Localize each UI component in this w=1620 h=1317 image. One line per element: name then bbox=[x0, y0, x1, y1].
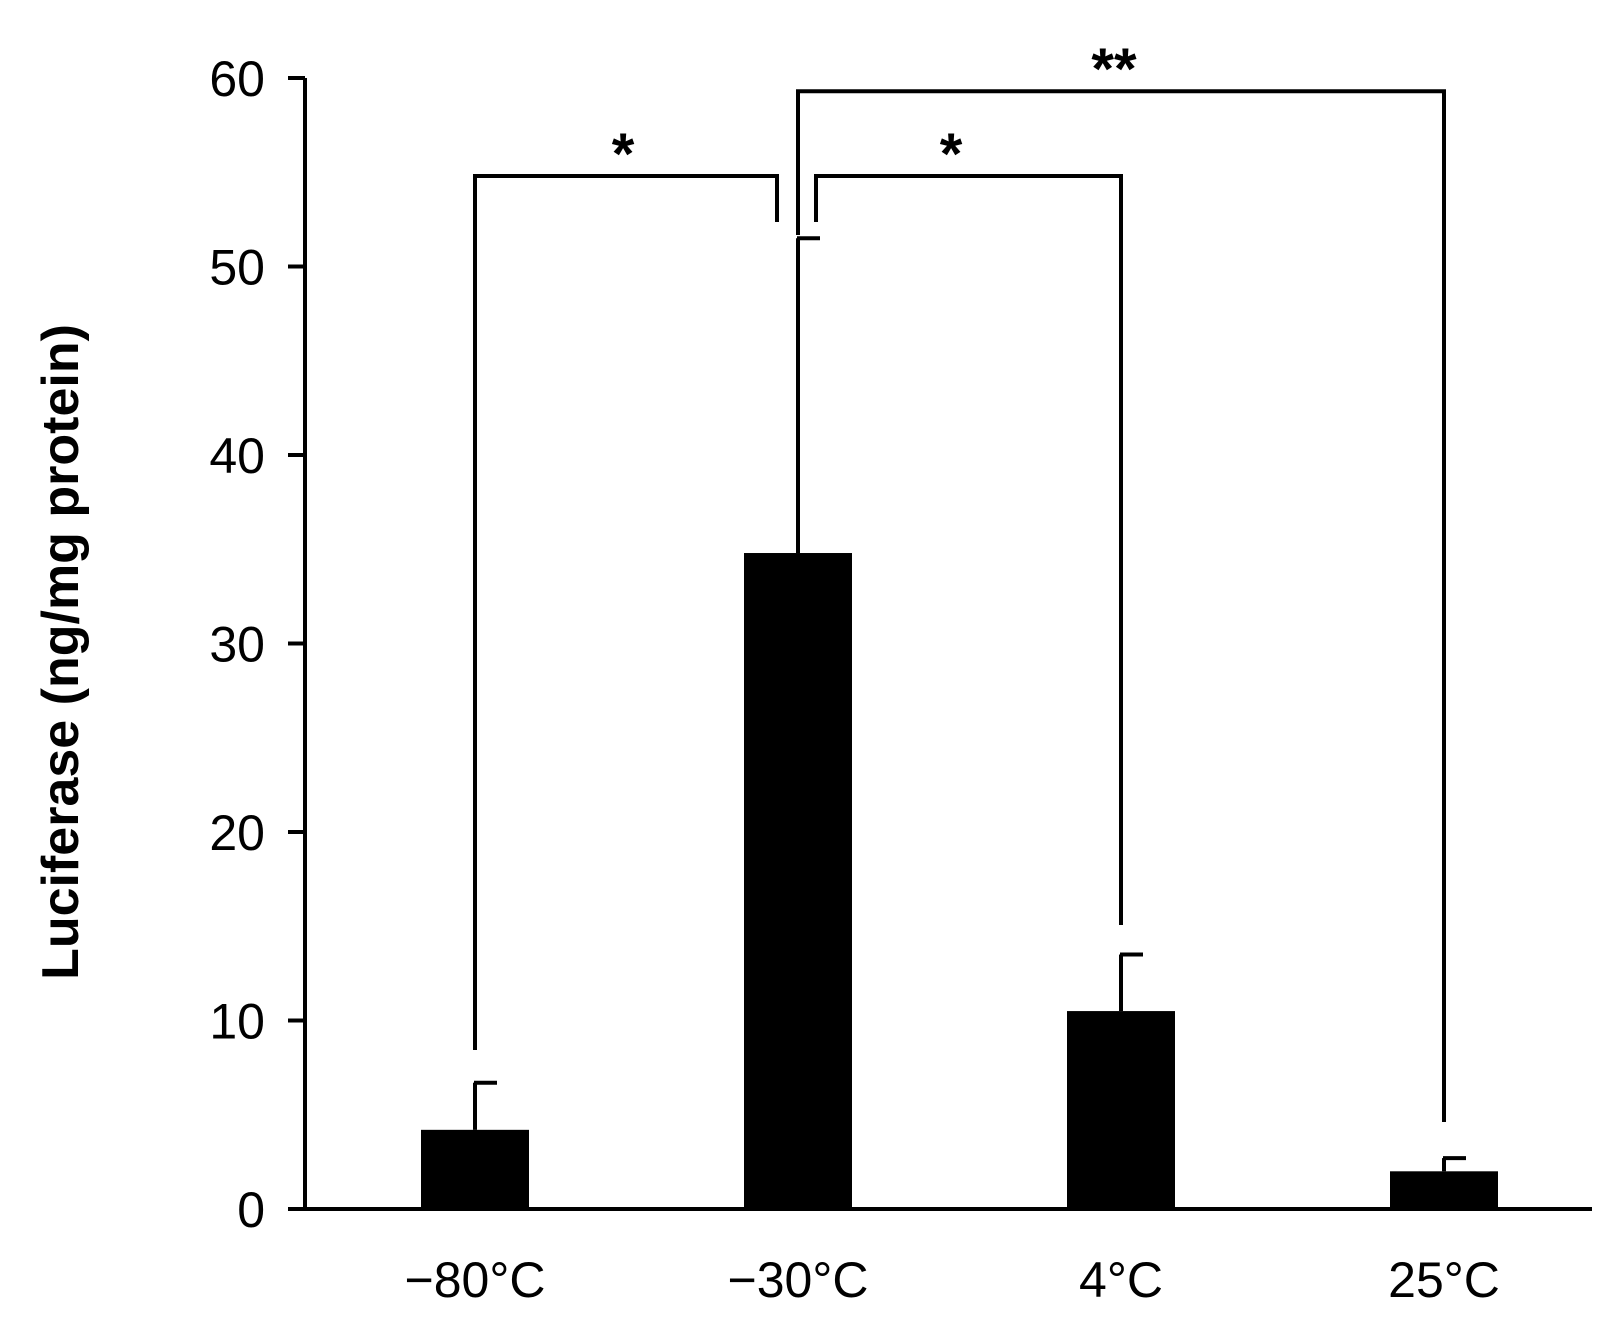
significance-label: * bbox=[612, 122, 635, 187]
x-tick-label: 25°C bbox=[1388, 1252, 1500, 1308]
y-tick-label: 10 bbox=[209, 994, 265, 1050]
bar bbox=[744, 553, 852, 1209]
y-tick-label: 0 bbox=[237, 1182, 265, 1238]
significance-bracket bbox=[814, 174, 1123, 925]
significance-label: ** bbox=[1091, 37, 1137, 102]
bar bbox=[1390, 1171, 1498, 1209]
significance-brackets: * *** bbox=[473, 37, 1446, 1122]
y-axis-title-group: Luciferase (ng/mg protein) bbox=[32, 324, 90, 980]
significance-bracket bbox=[473, 174, 779, 1050]
y-tick-label: 30 bbox=[209, 617, 265, 673]
x-tick-label: 4°C bbox=[1079, 1252, 1163, 1308]
x-tick-label: −80°C bbox=[405, 1252, 546, 1308]
significance-bracket bbox=[796, 89, 1446, 1122]
y-tick-label: 40 bbox=[209, 428, 265, 484]
significance-label: * bbox=[940, 122, 963, 187]
y-axis-ticks: 0 10 20 30 40 50 60 bbox=[209, 51, 305, 1238]
y-tick-label: 20 bbox=[209, 805, 265, 861]
bar bbox=[1067, 1011, 1175, 1209]
y-tick-label: 60 bbox=[209, 51, 265, 107]
bar bbox=[421, 1129, 529, 1209]
error-bars bbox=[473, 236, 1466, 1172]
y-axis-title: Luciferase (ng/mg protein) bbox=[32, 324, 90, 980]
x-axis-ticks: −80°C −30°C 4°C 25°C bbox=[405, 1252, 1500, 1308]
y-tick-label: 50 bbox=[209, 240, 265, 296]
x-tick-label: −30°C bbox=[728, 1252, 869, 1308]
bars bbox=[421, 553, 1498, 1209]
